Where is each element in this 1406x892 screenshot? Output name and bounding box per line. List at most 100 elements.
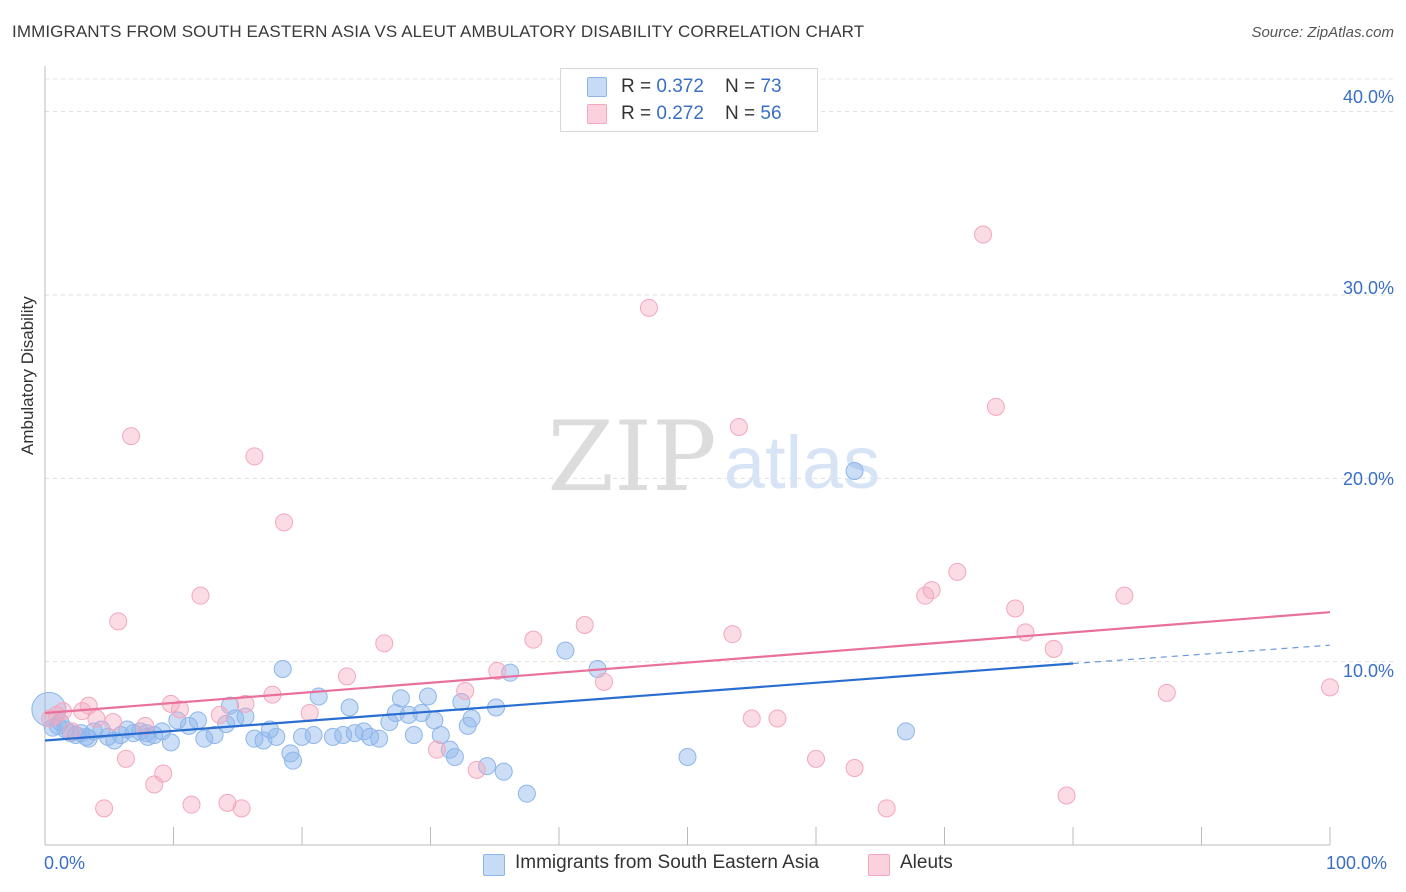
data-point-aleuts (87, 709, 106, 728)
trend-line-aleuts (44, 611, 1331, 715)
y-tick-label: 30.0% (1342, 278, 1394, 298)
legend-swatch-aleuts (868, 854, 890, 876)
data-point-asia (445, 748, 464, 766)
trend-line-asia (44, 662, 1074, 742)
data-point-aleuts (986, 397, 1005, 416)
data-point-aleuts (729, 418, 748, 436)
data-point-asia (260, 720, 279, 739)
data-point-aleuts (807, 749, 825, 768)
data-point-asia (678, 748, 697, 766)
data-point-asia (896, 722, 915, 741)
data-point-aleuts (467, 760, 486, 779)
data-point-aleuts (524, 630, 543, 649)
data-point-aleuts (948, 562, 967, 581)
data-point-aleuts (974, 225, 993, 244)
data-point-asia (281, 744, 300, 763)
n-value: 56 (760, 103, 782, 124)
data-point-aleuts (1016, 623, 1035, 642)
data-point-aleuts (170, 700, 189, 719)
grid (45, 78, 1395, 663)
data-point-asia (391, 689, 410, 708)
data-point-asia (361, 727, 380, 746)
data-point-asia (345, 724, 364, 743)
data-point-aleuts (136, 716, 155, 735)
data-point-aleuts (742, 709, 761, 728)
data-point-asia (418, 687, 437, 706)
data-point-aleuts (845, 759, 864, 777)
data-point-aleuts (877, 799, 896, 818)
stats-text-aleuts: R = 0.272 N = 56 (621, 103, 782, 125)
data-point-asia (556, 641, 575, 660)
data-point-aleuts (1115, 586, 1134, 605)
data-point-asia (273, 660, 292, 678)
data-point-aleuts (236, 694, 255, 713)
data-point-asia (195, 729, 214, 748)
data-point-aleuts (232, 799, 251, 818)
data-point-asia (452, 693, 471, 711)
data-point-asia (245, 729, 264, 748)
data-point-aleuts (575, 616, 594, 634)
data-point-aleuts (154, 764, 173, 783)
data-point-aleuts (723, 625, 742, 644)
y-tick-label: 10.0% (1342, 661, 1394, 681)
r-label: R = (621, 103, 657, 124)
watermark: ZIP atlas (547, 401, 880, 513)
legend-swatch-asia (587, 77, 607, 97)
data-point-aleuts (1057, 786, 1076, 805)
data-point-aleuts (275, 513, 294, 532)
data-point-aleuts (62, 722, 81, 741)
data-point-aleuts (427, 740, 446, 759)
data-points (31, 225, 1339, 818)
data-point-aleuts (1044, 639, 1063, 658)
legend-label-asia: Immigrants from South Eastern Asia (515, 852, 820, 873)
data-point-aleuts (122, 427, 141, 446)
data-point-asia (404, 726, 423, 744)
data-point-asia (845, 462, 864, 480)
source-label: Source: ZipAtlas.com (1251, 24, 1394, 41)
y-axis-label: Ambulatory Disability (18, 296, 37, 455)
data-point-aleuts (337, 667, 356, 686)
data-point-asia (334, 726, 353, 744)
data-point-aleuts (1157, 683, 1176, 702)
data-point-aleuts (245, 447, 264, 466)
data-point-asia (494, 762, 513, 781)
data-point-asia (462, 709, 481, 728)
data-point-aleuts (116, 749, 135, 768)
data-point-aleuts (95, 799, 114, 818)
y-tick-label: 40.0% (1342, 87, 1394, 107)
data-point-asia (92, 720, 111, 739)
data-point-asia (161, 733, 180, 752)
data-point-asia (517, 784, 536, 803)
data-point-asia (168, 711, 187, 730)
data-point-asia (431, 726, 450, 744)
data-point-aleuts (922, 581, 941, 600)
stats-legend: R = 0.372 N = 73 R = 0.272 N = 56 (560, 68, 818, 132)
chart-title: IMMIGRANTS FROM SOUTH EASTERN ASIA VS AL… (12, 22, 865, 41)
data-point-aleuts (109, 612, 128, 631)
legend-label-aleuts: Aleuts (900, 852, 953, 873)
data-point-aleuts (191, 586, 210, 605)
data-point-aleuts (210, 705, 229, 724)
data-point-aleuts (104, 713, 123, 732)
data-point-aleuts (375, 634, 394, 653)
r-label: R = (621, 76, 657, 97)
data-point-aleuts (1006, 599, 1025, 618)
data-point-asia (188, 711, 207, 730)
data-point-asia (267, 727, 286, 746)
data-point-asia (370, 729, 389, 748)
data-point-asia (205, 726, 224, 744)
data-point-aleuts (594, 672, 613, 691)
data-point-aleuts (1321, 678, 1339, 697)
trend-lines (44, 611, 1331, 742)
n-label: N = (725, 76, 761, 97)
watermark-zip: ZIP (547, 401, 716, 513)
y-tick-label: 20.0% (1342, 469, 1394, 489)
r-value: 0.372 (656, 76, 704, 97)
data-point-aleuts (218, 793, 237, 812)
stats-text-asia: R = 0.372 N = 73 (621, 76, 782, 98)
data-point-asia (340, 698, 359, 717)
data-point-aleuts (456, 682, 475, 700)
data-point-aleuts (300, 704, 319, 722)
r-value: 0.272 (656, 103, 704, 124)
